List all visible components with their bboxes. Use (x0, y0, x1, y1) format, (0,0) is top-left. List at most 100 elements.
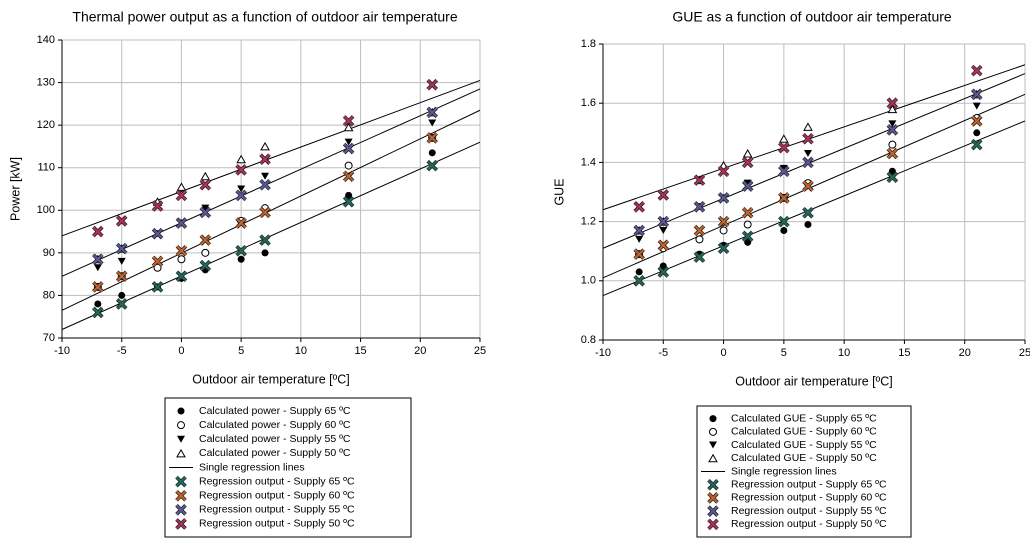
y-tick-label: 140 (37, 34, 55, 46)
marker (804, 221, 812, 229)
marker-fill (259, 153, 271, 165)
marker-fill (152, 256, 163, 267)
marker-fill (200, 234, 211, 246)
marker (92, 306, 104, 319)
marker-fill (971, 65, 982, 76)
marker-fill (343, 143, 354, 154)
x-tick-label: 5 (238, 345, 244, 357)
marker (235, 217, 247, 229)
marker-fill (116, 298, 127, 310)
y-tick-label: 1.2 (581, 216, 596, 228)
marker-fill (152, 281, 163, 293)
marker (175, 475, 187, 488)
regression-line (61, 79, 481, 237)
marker (175, 518, 187, 530)
marker-fill (742, 180, 753, 192)
marker-fill (200, 179, 211, 190)
x-tick-label: 10 (838, 347, 850, 359)
x-tick-label: 25 (474, 345, 486, 357)
marker (177, 255, 186, 264)
marker (693, 201, 706, 213)
chart-title: GUE as a function of outdoor air tempera… (672, 9, 952, 25)
marker-fill (427, 132, 438, 144)
marker-fill (633, 248, 645, 260)
legend-label: Regression output - Supply 65 ºC (731, 479, 887, 491)
marker (743, 220, 752, 229)
marker (260, 141, 270, 151)
marker (236, 154, 247, 164)
legend-label: Calculated power - Supply 60 ºC (199, 419, 351, 431)
marker (802, 180, 814, 192)
marker-fill (778, 216, 790, 227)
marker (177, 407, 185, 415)
marker-fill (343, 171, 354, 182)
marker (342, 142, 355, 155)
marker (175, 489, 187, 502)
marker-fill (175, 518, 187, 530)
marker-fill (259, 207, 271, 218)
legend-label: Single regression lines (731, 465, 837, 477)
legend-label: Regression output - Supply 50 ºC (731, 518, 887, 530)
marker (779, 164, 788, 172)
marker (742, 149, 753, 158)
marker-fill (176, 217, 187, 229)
marker (115, 298, 128, 310)
marker (177, 435, 185, 443)
marker-fill (176, 190, 187, 201)
x-tick-label: 15 (354, 345, 366, 357)
marker (657, 239, 670, 252)
marker-fill (633, 275, 645, 287)
marker (343, 122, 354, 132)
marker (802, 206, 814, 219)
marker-fill (718, 166, 729, 177)
marker (741, 180, 754, 192)
marker (176, 182, 187, 191)
legend-label: Calculated power - Supply 50 ºC (199, 447, 351, 459)
marker-fill (778, 166, 790, 177)
regression-line (61, 109, 481, 311)
x-tick-label: 5 (781, 347, 787, 359)
marker (778, 215, 790, 228)
legend-label: Calculated power - Supply 65 ºC (199, 405, 351, 417)
marker (151, 281, 164, 293)
legend-label: Calculated GUE - Supply 50 ºC (731, 452, 877, 464)
marker (693, 224, 706, 237)
marker (175, 504, 187, 516)
marker-fill (200, 207, 211, 218)
y-tick-label: 1.6 (581, 97, 596, 109)
marker-fill (176, 271, 187, 282)
marker (259, 206, 271, 219)
marker (778, 141, 790, 154)
legend: Calculated GUE - Supply 65 ºC Calculated … (696, 405, 912, 538)
marker (888, 120, 897, 128)
marker (342, 170, 355, 183)
marker-fill (343, 196, 354, 207)
marker (92, 253, 104, 266)
marker (201, 248, 210, 257)
marker-fill (200, 260, 211, 271)
marker-fill (176, 245, 187, 256)
marker (693, 174, 706, 186)
marker-fill (718, 216, 729, 227)
marker (886, 124, 899, 136)
marker (199, 234, 212, 246)
marker-fill (116, 271, 127, 282)
marker-fill (235, 217, 247, 229)
marker-fill (971, 115, 982, 127)
marker-fill (658, 240, 669, 251)
marker (118, 291, 126, 299)
marker (707, 518, 719, 531)
legend: Calculated power - Supply 65 ºC Calculate… (164, 397, 412, 538)
marker (717, 215, 730, 228)
marker-fill (658, 189, 669, 201)
marker (235, 164, 247, 176)
marker (94, 300, 102, 308)
marker (259, 178, 271, 191)
marker-fill (343, 115, 354, 127)
marker (176, 448, 186, 458)
marker-fill (694, 174, 705, 186)
y-tick-label: 100 (37, 204, 55, 216)
marker (235, 189, 247, 202)
x-tick-label: -5 (658, 347, 668, 359)
marker (970, 138, 983, 151)
